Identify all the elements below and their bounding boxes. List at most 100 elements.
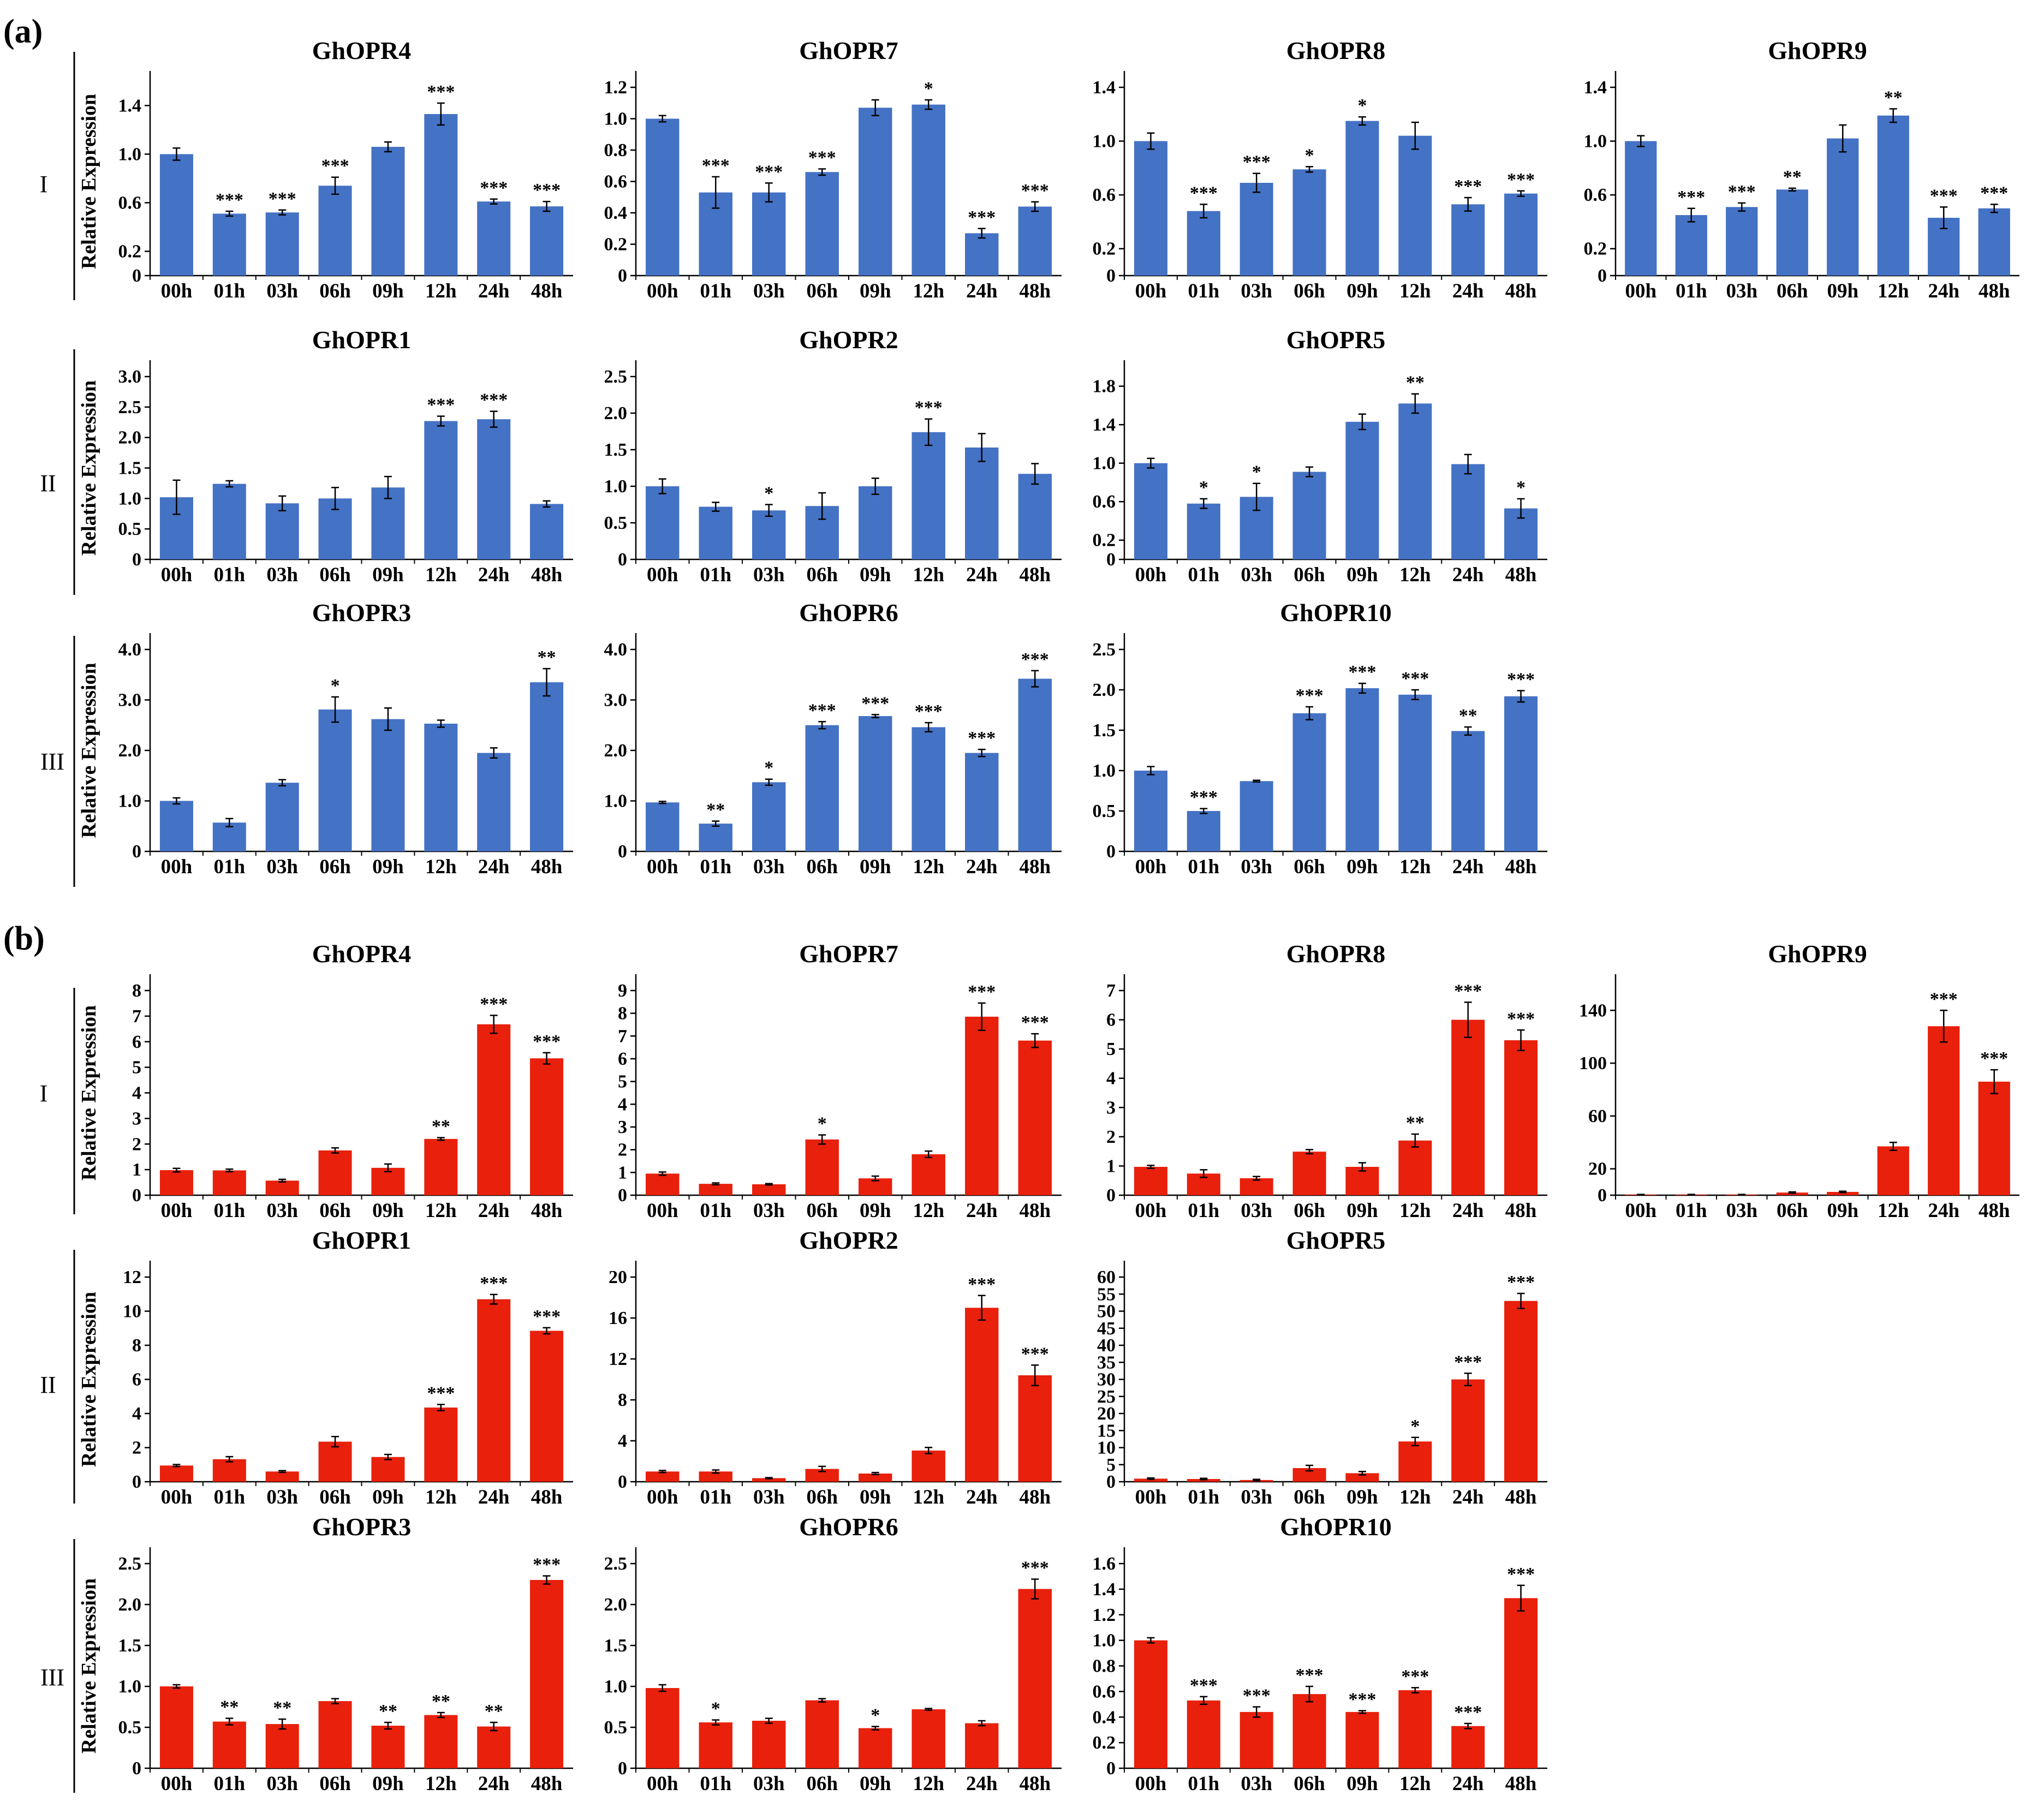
x-tick-label: 03h	[1241, 1200, 1272, 1222]
x-tick-label: 00h	[1135, 856, 1167, 878]
x-tick-label: 12h	[913, 564, 944, 586]
y-tick-label: 0	[1106, 842, 1116, 862]
bar	[752, 1721, 786, 1768]
chart-b-ghopr6: GhOPR6 0 0.5 1.0 1.5 2.0 2.5 00h * 01h 03h 06h * 09h 1…	[604, 1513, 1062, 1795]
bar	[1187, 211, 1220, 276]
chart-a-ghopr3: GhOPR3 Relative Expression 0 1.0 2.0 3.0 4.0 00…	[78, 599, 573, 878]
significance-marker: **	[1406, 1113, 1425, 1133]
bar	[159, 801, 193, 851]
bar	[805, 1469, 839, 1482]
x-tick-label: 12h	[913, 1486, 944, 1508]
bar	[1398, 135, 1432, 276]
significance-marker: ***	[968, 982, 996, 1002]
y-tick-label: 2.0	[118, 1595, 142, 1615]
bar	[1134, 1640, 1167, 1768]
chart-title: GhOPR1	[312, 326, 411, 354]
x-tick-label: 48h	[531, 1773, 563, 1795]
significance-marker: *	[1199, 478, 1208, 498]
significance-marker: ***	[1243, 1686, 1271, 1706]
x-tick-label: 48h	[1505, 1486, 1537, 1508]
x-tick-label: 03h	[1241, 564, 1272, 586]
bar	[212, 1721, 246, 1768]
bar	[477, 201, 511, 276]
x-tick-label: 12h	[1399, 564, 1431, 586]
x-tick-label: 24h	[1452, 280, 1484, 302]
chart-title: GhOPR5	[1286, 1226, 1385, 1254]
significance-marker: ***	[533, 1307, 561, 1327]
bar	[911, 727, 945, 851]
chart-title: GhOPR4	[312, 37, 411, 64]
y-tick-label: 4	[132, 1083, 141, 1104]
y-tick-label: 1.4	[1093, 415, 1116, 435]
chart-title: GhOPR2	[799, 1226, 898, 1254]
bar	[1345, 688, 1379, 851]
bar	[1451, 731, 1485, 851]
chart-title: GhOPR9	[1768, 37, 1867, 64]
bar	[1776, 189, 1808, 276]
bar	[477, 753, 511, 851]
bar	[805, 1139, 839, 1195]
y-tick-label: 1.0	[1584, 132, 1607, 152]
x-tick-label: 12h	[913, 1773, 944, 1795]
x-tick-label: 12h	[1878, 280, 1909, 302]
y-tick-label: 1.4	[118, 96, 142, 116]
y-tick-label: 1	[618, 1162, 627, 1183]
y-tick-label: 0	[1598, 266, 1607, 286]
x-tick-label: 01h	[700, 564, 731, 586]
x-tick-label: 06h	[1294, 856, 1325, 878]
bar	[1451, 464, 1485, 559]
x-tick-label: 03h	[266, 856, 298, 878]
y-tick-label: 50	[1097, 1302, 1116, 1322]
bar	[371, 1457, 405, 1482]
y-tick-label: 1.0	[118, 144, 142, 164]
bar	[859, 1728, 892, 1768]
bar	[477, 1726, 511, 1768]
x-tick-label: 00h	[647, 1486, 678, 1508]
x-tick-label: 48h	[1019, 280, 1051, 302]
significance-marker: ***	[480, 1273, 508, 1293]
significance-marker: *	[711, 1699, 720, 1719]
significance-marker: ***	[216, 190, 243, 210]
y-tick-label: 12	[609, 1349, 627, 1369]
x-tick-label: 09h	[860, 564, 891, 586]
significance-marker: **	[379, 1701, 397, 1721]
y-tick-label: 3	[132, 1108, 141, 1129]
y-tick-label: 1.5	[1093, 720, 1116, 741]
x-tick-label: 48h	[1505, 564, 1537, 586]
y-tick-label: 0	[1106, 1758, 1116, 1779]
y-tick-label: 1.0	[118, 791, 142, 812]
y-tick-label: 4.0	[604, 640, 628, 660]
chart-b-ghopr1: GhOPR1 Relative Expression 0 2 4 6 8 10 12 00h 01h…	[78, 1226, 573, 1508]
x-tick-label: 48h	[531, 1200, 563, 1222]
bar	[1345, 1473, 1379, 1482]
bar	[530, 1331, 564, 1482]
bar	[159, 1686, 193, 1768]
chart-title: GhOPR9	[1768, 940, 1867, 968]
bar	[477, 1024, 511, 1195]
x-tick-label: 24h	[966, 1200, 998, 1222]
y-tick-label: 8	[132, 1335, 141, 1356]
y-tick-label: 30	[1097, 1370, 1116, 1390]
y-tick-label: 10	[1097, 1438, 1116, 1458]
significance-marker: ***	[427, 1383, 455, 1403]
bar	[646, 1173, 680, 1195]
bar	[1827, 138, 1859, 276]
bar	[965, 1723, 999, 1768]
chart-b-ghopr10: GhOPR10 0 0.2 0.4 0.6 0.8 1.0 1.2 1.4 1.6 00h *** 01…	[1093, 1513, 1547, 1795]
chart-a-ghopr6: GhOPR6 0 1.0 2.0 3.0 4.0 00h ** 01h * 03h *** 06h ***…	[604, 599, 1062, 878]
x-tick-label: 12h	[425, 1773, 457, 1795]
x-tick-label: 01h	[214, 856, 246, 878]
x-tick-label: 06h	[806, 1200, 838, 1222]
group-label-a-iii: III	[40, 748, 64, 775]
significance-marker: ***	[1980, 1048, 2008, 1069]
y-tick-label: 0.2	[1093, 1733, 1116, 1753]
bar	[265, 1471, 299, 1482]
x-tick-label: 03h	[1726, 280, 1757, 302]
y-tick-label: 0	[618, 1472, 627, 1492]
x-tick-label: 06h	[1294, 1773, 1325, 1795]
y-tick-label: 8	[618, 1390, 627, 1410]
bar	[424, 723, 458, 851]
significance-marker: ***	[1454, 176, 1482, 196]
y-tick-label: 4	[132, 1404, 141, 1424]
y-tick-label: 6	[132, 1370, 141, 1390]
